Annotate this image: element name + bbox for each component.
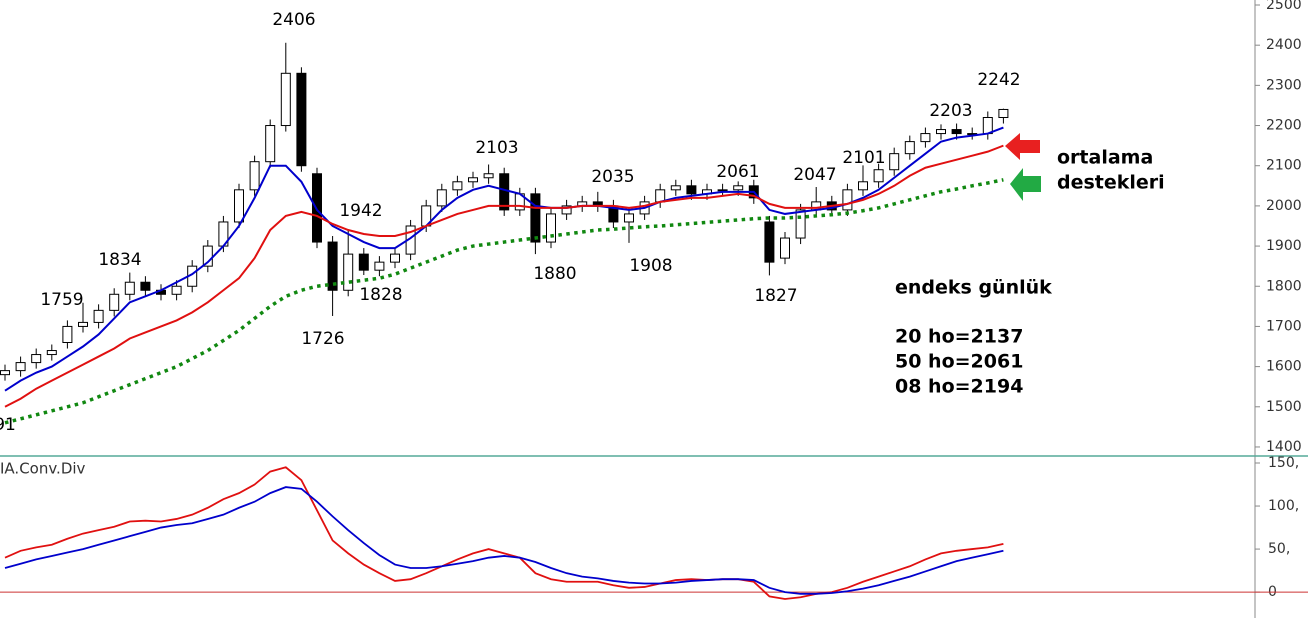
price-label: 1828 [359,285,402,305]
line [4,126,1004,392]
support-label: ortalama [1057,147,1153,169]
candle-body [733,185,744,191]
y-tick-label: 50, [1268,541,1290,557]
note: 08 ho=2194 [895,376,1023,398]
price-label: 2035 [591,167,634,187]
price-label: 2203 [929,101,972,121]
price-label: 2242 [977,70,1020,90]
candle-body [249,161,260,191]
candle-body [670,185,681,191]
candle-body [327,241,338,291]
candle-body [795,209,806,239]
line [4,178,1004,425]
candle-body [343,253,354,291]
candle-body [889,153,900,171]
price-label: 2103 [475,138,518,158]
candle-body [0,370,10,376]
note: endeks günlük [895,277,1052,299]
line [4,466,1004,600]
candle-body [374,261,385,271]
candle-body [234,189,244,223]
candle-body [140,281,151,291]
support-label: destekleri [1057,172,1165,194]
note: 20 ho=2137 [895,326,1023,348]
candle-body [873,169,884,183]
candle-body [530,193,541,243]
candle-body [171,285,182,295]
y-tick-label: 1800 [1266,278,1302,294]
y-tick-label: 2500 [1266,0,1302,13]
candle-body [436,189,447,207]
price-label: 1726 [301,329,344,349]
y-tick-label: 1400 [1266,439,1302,455]
candle-body [390,253,400,263]
candle-body [15,362,26,372]
candle-body [686,185,697,195]
candle-body [624,213,634,223]
y-tick-label: 2000 [1266,198,1302,214]
candle-body [358,253,369,271]
candle-body [265,125,276,163]
price-label: 1942 [339,201,382,221]
price-label: 2061 [716,162,759,182]
y-tick-label: 1500 [1266,399,1302,415]
candle-body [936,129,946,135]
candle-body [483,173,494,179]
candle-body [842,189,853,211]
red-arrow [1005,133,1040,160]
line [4,486,1004,595]
candle-body [998,108,1009,119]
price-label: 2406 [272,10,315,30]
candle-body [951,129,962,135]
indicator-title: IA.Conv.Div [0,460,86,478]
price-label: 2101 [842,148,885,168]
y-tick-label: 2200 [1266,118,1302,134]
candle-body [31,354,42,364]
candle-body [780,237,790,259]
price-label: 2047 [793,165,836,185]
candle-body [546,213,556,243]
price-label: 91 [0,415,16,435]
candle-body [452,181,463,191]
candle-body [764,221,775,263]
candle-body [717,189,728,192]
candle-body [904,141,915,155]
candle-body [109,293,120,311]
candle-body [78,321,88,327]
candle-body [93,309,104,323]
candle-body [296,72,307,167]
candle-body [499,173,510,211]
note: 50 ho=2061 [895,351,1023,373]
y-tick-label: 2300 [1266,77,1302,93]
price-label: 1834 [98,250,141,270]
y-tick-label: 100, [1268,498,1299,514]
candle-body [468,177,478,183]
y-tick-label: 1600 [1266,359,1302,375]
candle-body [561,205,572,215]
candle-body [62,325,73,343]
y-tick-label: 2100 [1266,158,1302,174]
candle-body [46,350,57,356]
price-label: 1908 [629,256,672,276]
y-tick-label: 1900 [1266,238,1302,254]
price-label: 1880 [533,264,576,284]
y-tick-label: 1700 [1266,318,1302,334]
candle-body [124,281,135,295]
y-tick-label: 150, [1268,455,1299,471]
y-tick-label: 2400 [1266,37,1302,53]
candle-body [280,72,291,127]
price-label: 1759 [40,290,83,310]
candle-body [920,133,931,143]
candle-body [982,117,993,135]
green-arrow [1010,168,1041,201]
candle-body [858,181,868,191]
line [4,144,1004,408]
price-label: 1827 [754,286,797,306]
